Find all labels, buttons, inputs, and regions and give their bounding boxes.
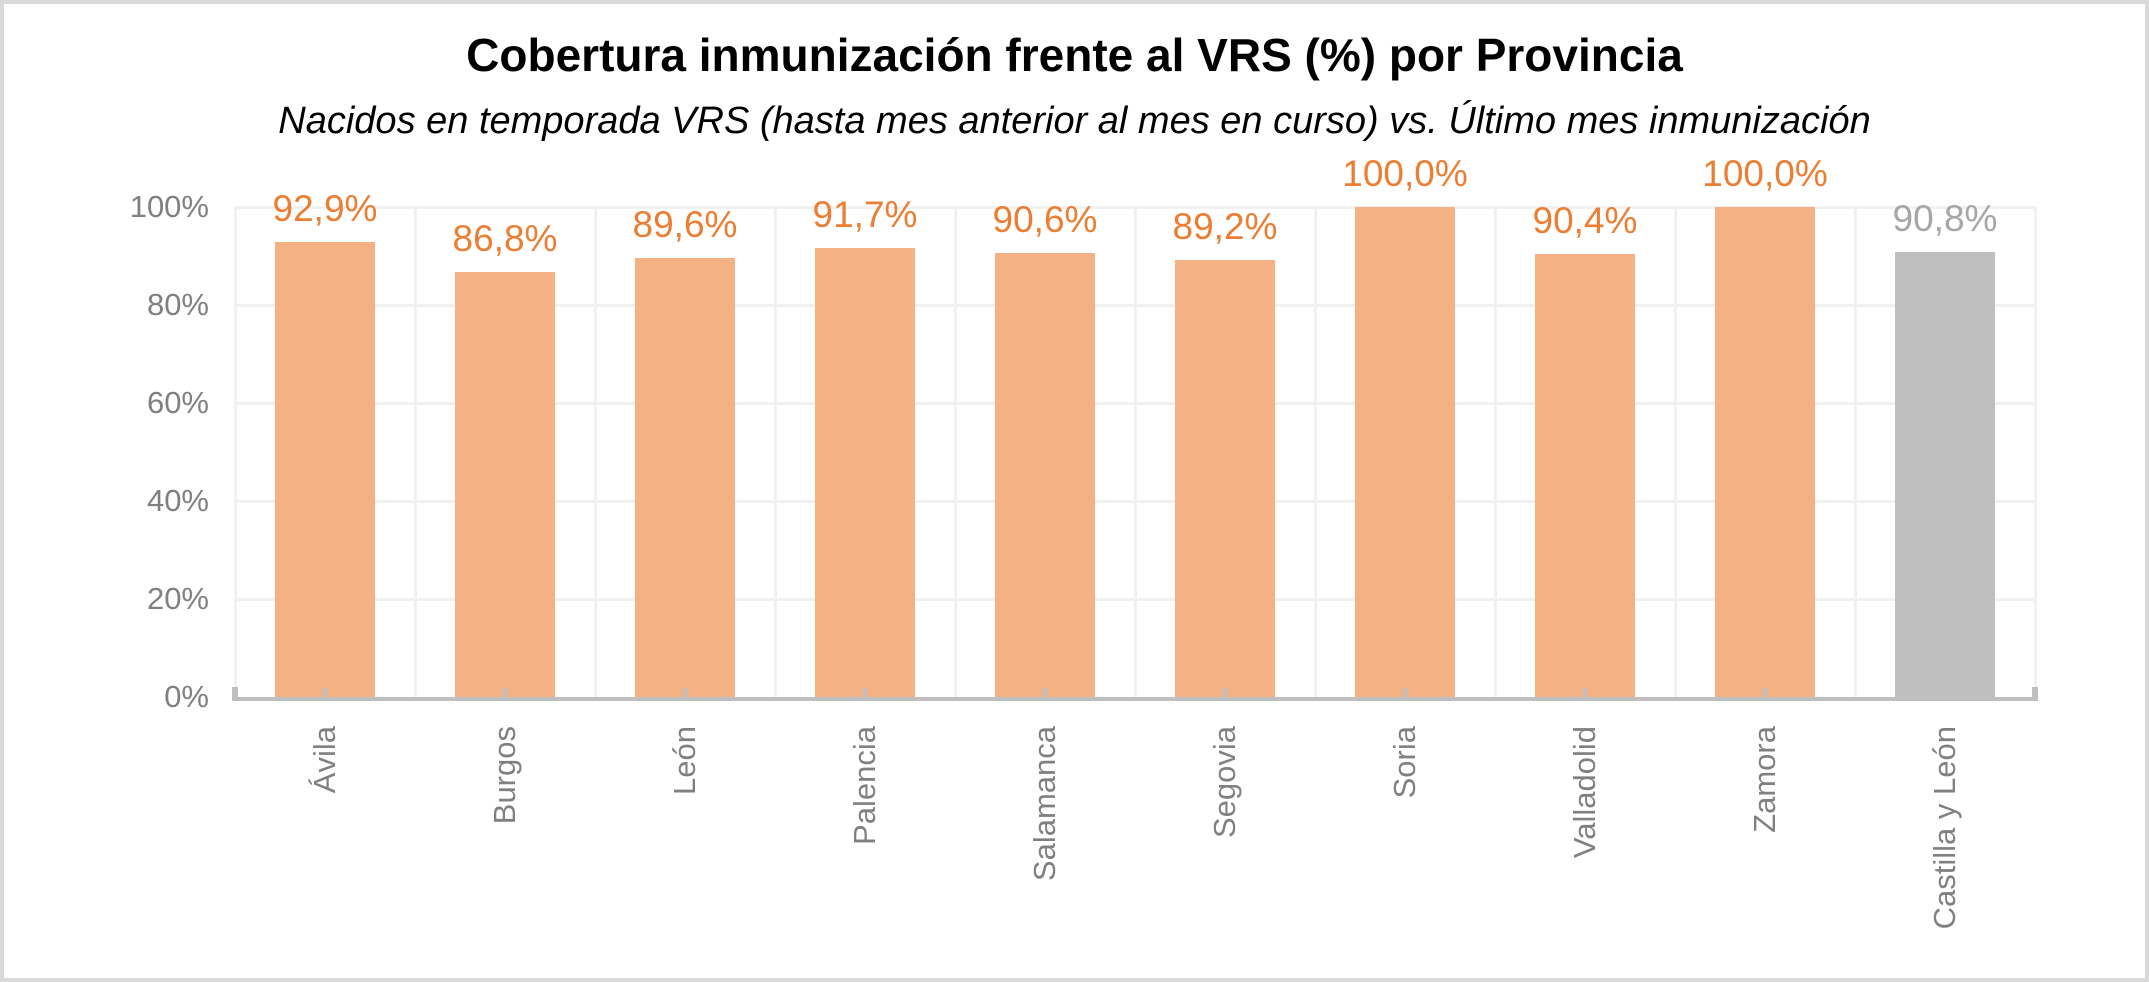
gridline-vertical-2 bbox=[594, 207, 597, 697]
x-category-label-salamanca: Salamanca bbox=[1027, 726, 1062, 882]
chart-subtitle: Nacidos en temporada VRS (hasta mes ante… bbox=[278, 100, 1871, 142]
x-axis-tick-burgos bbox=[503, 688, 507, 697]
x-axis-tick-zamora bbox=[1763, 688, 1767, 697]
gridline-vertical-4 bbox=[954, 207, 957, 697]
x-axis-edge-tick-1 bbox=[2032, 687, 2038, 701]
x-axis-line bbox=[235, 697, 2038, 701]
gridline-vertical-3 bbox=[774, 207, 777, 697]
bar-burgos bbox=[455, 271, 555, 697]
data-label-valladolid: 90,4% bbox=[1532, 200, 1638, 242]
x-category-label-zamora: Zamora bbox=[1747, 726, 1782, 833]
plot-area bbox=[234, 206, 2037, 697]
data-label-castilla-y-leon: 90,8% bbox=[1892, 198, 1998, 240]
x-axis-tick-segovia bbox=[1223, 688, 1227, 697]
bar-zamora bbox=[1715, 207, 1815, 697]
data-label-leon: 89,6% bbox=[632, 203, 738, 245]
data-label-soria: 100,0% bbox=[1342, 153, 1468, 194]
bar-castilla-y-leon bbox=[1895, 252, 1995, 697]
bar-salamanca bbox=[995, 253, 1095, 697]
bar-avila bbox=[275, 241, 375, 697]
x-category-label-avila: Ávila bbox=[307, 726, 342, 794]
gridline-vertical-9 bbox=[1854, 207, 1857, 697]
data-label-segovia: 89,2% bbox=[1172, 205, 1278, 247]
gridline-vertical-6 bbox=[1314, 207, 1317, 697]
gridline-vertical-5 bbox=[1134, 207, 1137, 697]
y-tick-label-80%: 80% bbox=[146, 287, 209, 322]
x-axis-tick-castilla-y-leon bbox=[1943, 688, 1947, 697]
x-category-label-burgos: Burgos bbox=[487, 726, 522, 825]
bar-valladolid bbox=[1535, 254, 1635, 697]
data-label-palencia: 91,7% bbox=[812, 193, 918, 235]
data-label-zamora: 100,0% bbox=[1702, 153, 1828, 194]
x-axis-tick-palencia bbox=[863, 688, 867, 697]
bar-leon bbox=[635, 257, 735, 697]
y-tick-label-100%: 100% bbox=[129, 189, 209, 224]
bar-soria bbox=[1355, 207, 1455, 697]
data-label-avila: 92,9% bbox=[272, 187, 378, 229]
data-label-salamanca: 90,6% bbox=[992, 199, 1098, 241]
x-axis-tick-salamanca bbox=[1043, 688, 1047, 697]
x-axis-tick-valladolid bbox=[1583, 688, 1587, 697]
x-category-label-palencia: Palencia bbox=[847, 726, 882, 845]
x-category-label-soria: Soria bbox=[1387, 726, 1422, 799]
gridline-vertical-1 bbox=[414, 207, 417, 697]
y-tick-label-20%: 20% bbox=[146, 581, 209, 616]
bar-segovia bbox=[1175, 259, 1275, 697]
y-tick-label-0%: 0% bbox=[164, 679, 209, 714]
x-axis-edge-tick-0 bbox=[232, 687, 238, 701]
x-category-label-castilla-y-leon: Castilla y León bbox=[1927, 726, 1962, 930]
bar-palencia bbox=[815, 247, 915, 697]
x-category-label-valladolid: Valladolid bbox=[1567, 726, 1602, 859]
x-category-label-segovia: Segovia bbox=[1207, 726, 1242, 839]
gridline-vertical-10 bbox=[2034, 207, 2037, 697]
x-category-label-leon: León bbox=[667, 726, 702, 795]
chart-title: Cobertura inmunización frente al VRS (%)… bbox=[466, 29, 1683, 81]
x-axis-tick-soria bbox=[1403, 688, 1407, 697]
data-label-burgos: 86,8% bbox=[452, 217, 558, 259]
x-axis-tick-avila bbox=[323, 688, 327, 697]
y-tick-label-60%: 60% bbox=[146, 385, 209, 420]
x-axis-tick-leon bbox=[683, 688, 687, 697]
y-tick-label-40%: 40% bbox=[146, 483, 209, 518]
gridline-vertical-0 bbox=[234, 207, 237, 697]
gridline-vertical-7 bbox=[1494, 207, 1497, 697]
gridline-vertical-8 bbox=[1674, 207, 1677, 697]
